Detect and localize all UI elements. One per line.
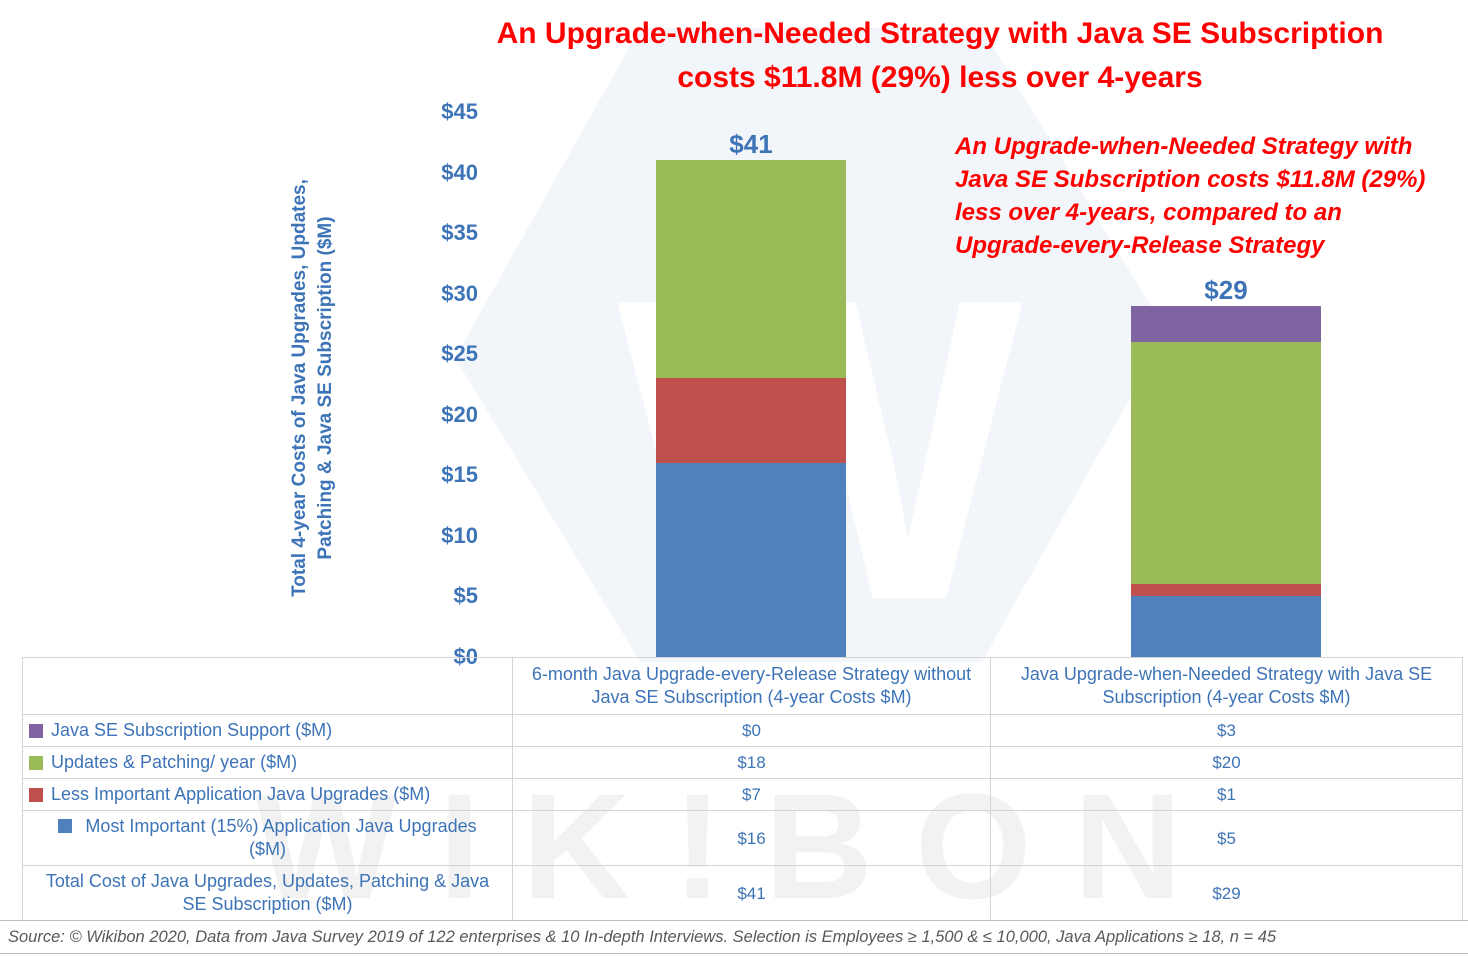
bar-total-label: $41 xyxy=(729,129,773,160)
bar-segment xyxy=(1131,596,1321,657)
bar-segment xyxy=(1131,305,1321,343)
bar-segment xyxy=(656,463,846,657)
row-label-text: Java SE Subscription Support ($M) xyxy=(51,720,333,740)
row-label-text: Updates & Patching/ year ($M) xyxy=(51,752,298,772)
wikibon-text-watermark: WIK!BON xyxy=(255,762,1224,930)
y-tick-10: $10 xyxy=(441,522,478,548)
y-tick-15: $15 xyxy=(441,462,478,488)
y-axis-label-line2: Patching & Java SE Subscription ($M) xyxy=(315,216,336,560)
row-label-text-line2: ($M) xyxy=(249,839,286,859)
y-tick-35: $35 xyxy=(441,220,478,246)
row-label-text-line2: SE Subscription ($M) xyxy=(182,894,353,914)
legend-swatch-red xyxy=(29,787,43,802)
bar-segment xyxy=(656,160,846,379)
legend-swatch-blue xyxy=(58,819,73,833)
y-tick-30: $30 xyxy=(441,280,478,306)
row-label-subscription-support: Java SE Subscription Support ($M) xyxy=(23,715,513,747)
row-label-updates-patching: Updates & Patching/ year ($M) xyxy=(23,747,513,779)
source-text: Source: © Wikibon 2020, Data from Java S… xyxy=(8,927,1277,946)
y-axis-label: Total 4-year Costs of Java Upgrades, Upd… xyxy=(287,108,339,668)
table-corner-cell xyxy=(23,658,513,715)
row-label-text: Most Important (15%) Application Java Up… xyxy=(85,816,477,836)
value-cell: $0 xyxy=(513,715,991,747)
value-cell: $18 xyxy=(513,747,991,779)
row-label-total-cost: Total Cost of Java Upgrades, Updates, Pa… xyxy=(23,866,513,921)
y-tick-45: $45 xyxy=(441,99,478,124)
legend-swatch-green xyxy=(29,755,43,770)
bar-segment xyxy=(1131,584,1321,597)
bar-segment xyxy=(656,378,846,464)
value-cell: $16 xyxy=(513,811,991,866)
y-tick-0: $0 xyxy=(453,644,478,669)
chart-title-line1: An Upgrade-when-Needed Strategy with Jav… xyxy=(496,17,1384,50)
value-cell: $20 xyxy=(991,747,1463,779)
data-table: 6-month Java Upgrade-every-Release Strat… xyxy=(22,657,1463,921)
y-tick-5: $5 xyxy=(453,583,478,609)
row-label-most-important-upgrades: Most Important (15%) Application Java Up… xyxy=(23,811,513,866)
value-cell: $7 xyxy=(513,779,991,811)
y-tick-20: $20 xyxy=(441,401,478,427)
annotation-text: An Upgrade-when-Needed Strategy with Jav… xyxy=(955,133,1426,259)
source-row: Source: © Wikibon 2020, Data from Java S… xyxy=(0,920,1468,954)
legend-swatch-purple xyxy=(29,723,43,738)
value-cell: $41 xyxy=(513,866,991,921)
column-header-when-needed: Java Upgrade-when-Needed Strategy with J… xyxy=(991,658,1463,715)
bar-total-label: $29 xyxy=(1204,274,1248,305)
bar-segment xyxy=(1131,342,1321,585)
value-cell: $5 xyxy=(991,811,1463,866)
value-cell: $29 xyxy=(991,866,1463,921)
value-cell: $1 xyxy=(991,779,1463,811)
row-label-text: Less Important Application Java Upgrades… xyxy=(51,784,431,804)
row-label-less-important-upgrades: Less Important Application Java Upgrades… xyxy=(23,779,513,811)
row-label-text: Total Cost of Java Upgrades, Updates, Pa… xyxy=(45,871,490,891)
y-tick-40: $40 xyxy=(441,159,478,185)
column-header-every-release: 6-month Java Upgrade-every-Release Strat… xyxy=(513,658,991,715)
chart-title-line2: costs $11.8M (29%) less over 4-years xyxy=(677,61,1203,94)
value-cell: $3 xyxy=(991,715,1463,747)
y-tick-25: $25 xyxy=(441,341,478,367)
chart-title: An Upgrade-when-Needed Strategy with Jav… xyxy=(420,12,1460,100)
y-axis-label-line1: Total 4-year Costs of Java Upgrades, Upd… xyxy=(289,179,310,597)
